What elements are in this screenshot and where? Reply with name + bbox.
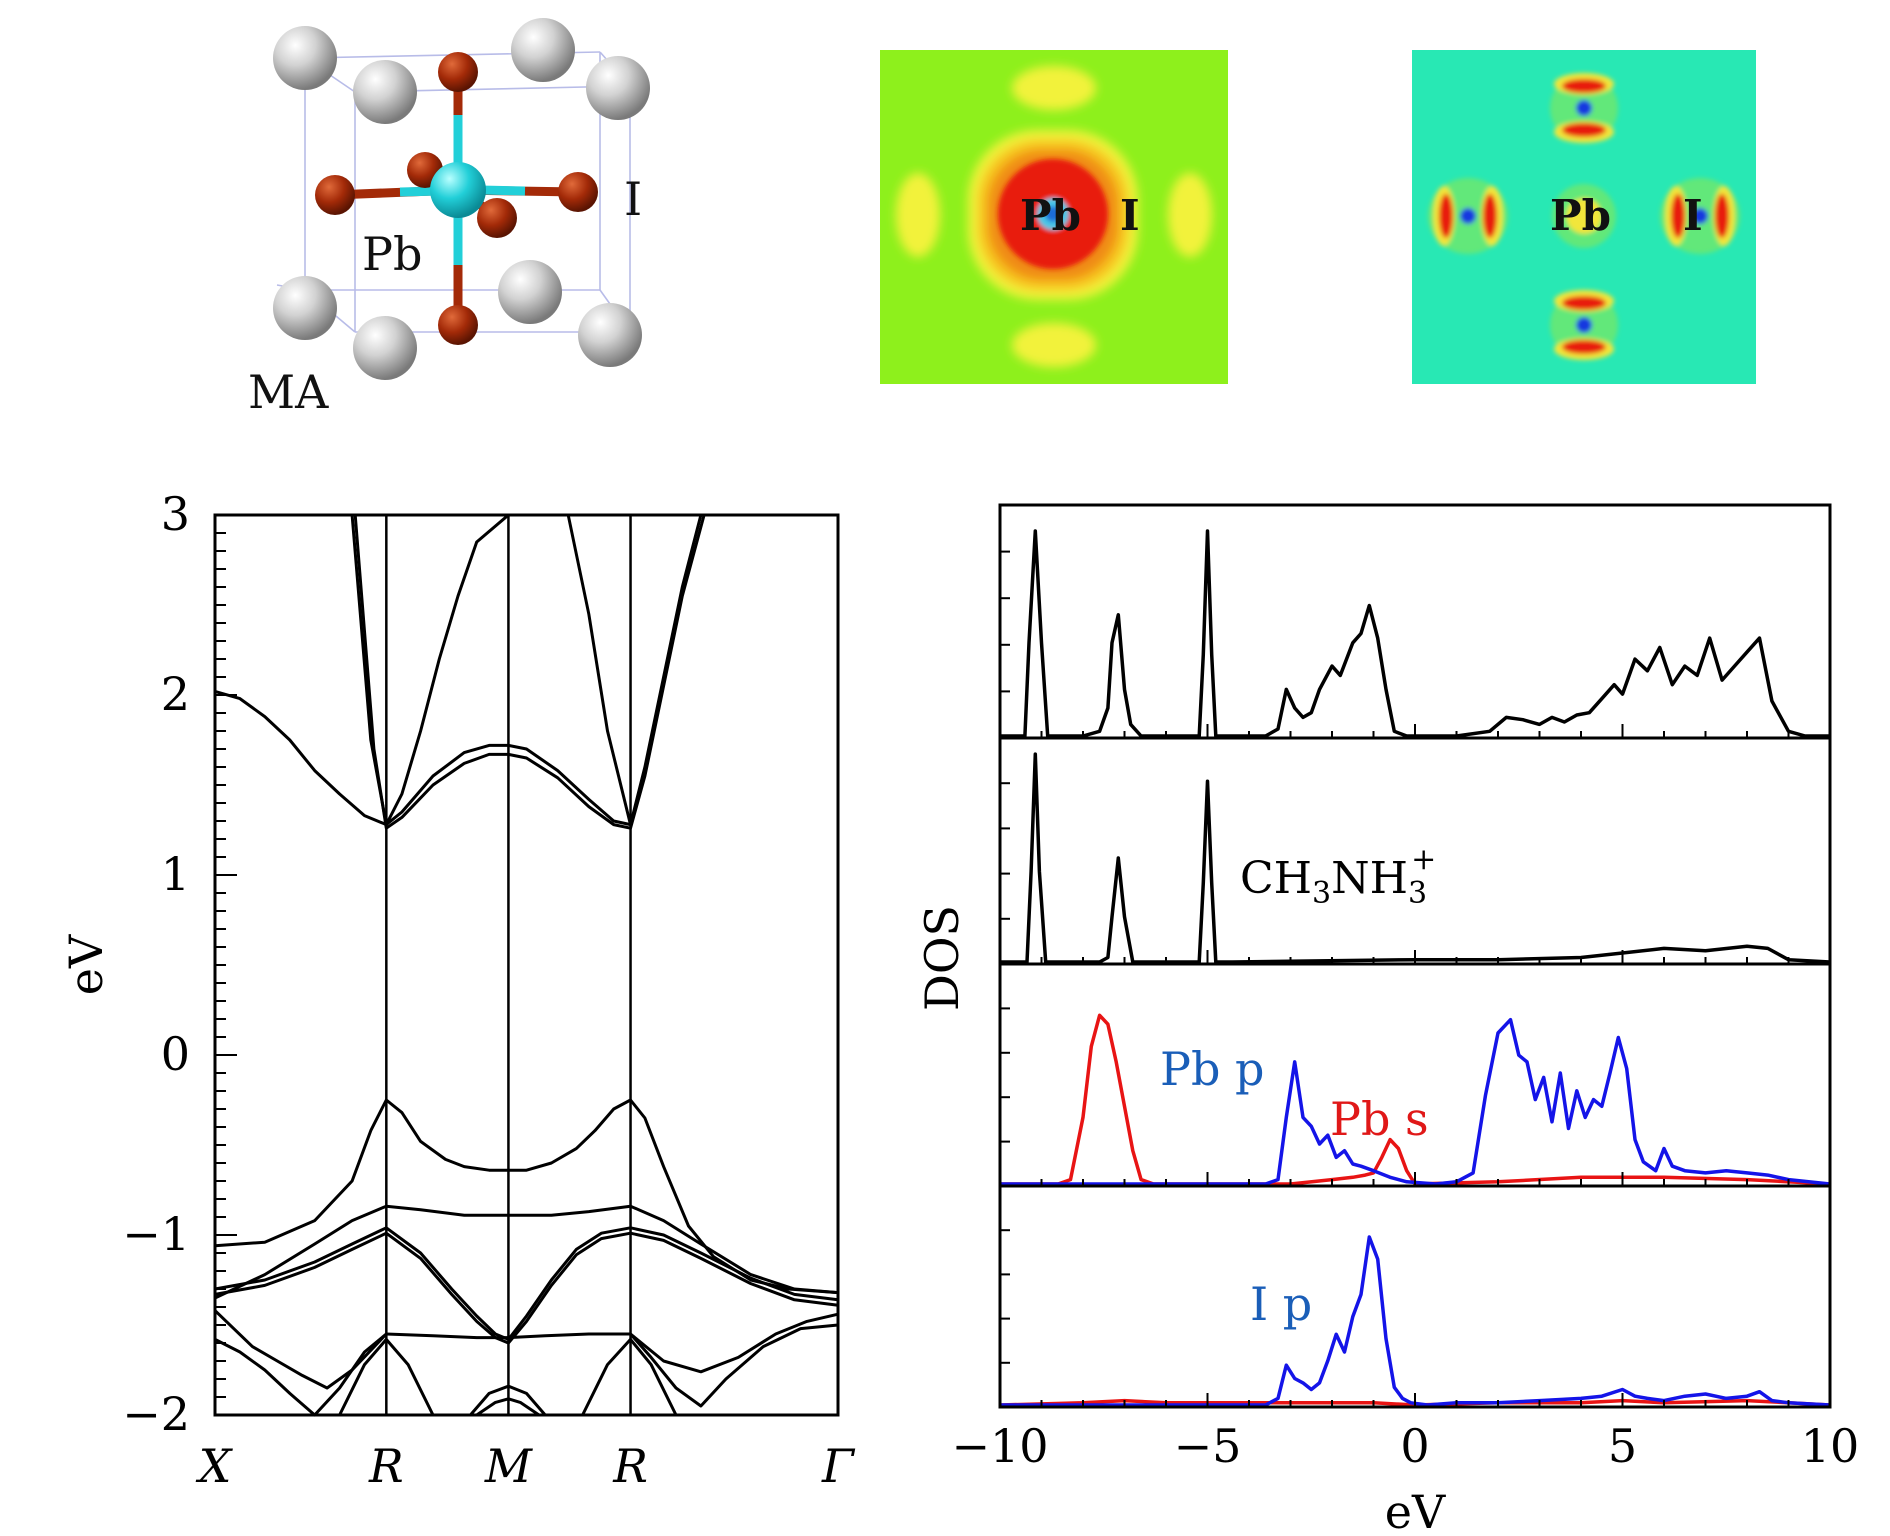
map2-bottom-atom <box>1550 290 1618 360</box>
pb-p-label: Pb p <box>1160 1042 1264 1096</box>
ma-sphere <box>273 276 337 340</box>
band-curve <box>350 514 703 827</box>
map2-i-label: I <box>1683 191 1703 240</box>
ma-sphere <box>273 26 337 90</box>
pb-label: Pb <box>362 227 422 281</box>
band-y-tick-label: −2 <box>122 1387 190 1441</box>
i-sphere <box>438 52 478 92</box>
k-point-label: X <box>196 1439 234 1493</box>
band-curve <box>214 689 387 826</box>
band-curve <box>629 1312 839 1374</box>
ma-cations <box>273 18 650 380</box>
ma-label: MA <box>248 365 329 419</box>
dos-x-tick-label: 0 <box>1400 1419 1429 1473</box>
ma-sphere <box>586 56 650 120</box>
dos-series-curve <box>1000 529 1830 738</box>
dos-x-tick-label: −5 <box>1174 1419 1242 1473</box>
dos-curves <box>999 529 1831 1407</box>
dos-y-axis-label: DOS <box>915 905 969 1011</box>
band-curve <box>353 514 706 830</box>
k-point-lines <box>385 515 632 1415</box>
band-curve <box>213 1309 388 1390</box>
band-curve <box>214 1098 839 1295</box>
band-y-tick-labels: −2 −1 0 1 2 3 <box>122 487 190 1441</box>
band-curve <box>214 1226 839 1341</box>
k-point-label: M <box>484 1439 534 1493</box>
i-label: I <box>624 172 642 226</box>
dos-series-curve <box>1000 752 1831 964</box>
band-y-tick-label: 0 <box>161 1027 190 1081</box>
band-frame <box>213 513 840 1417</box>
band-curve <box>629 1323 839 1408</box>
i-sphere <box>558 172 598 212</box>
pb-sphere <box>430 162 486 218</box>
ma-sphere <box>511 18 575 82</box>
pb-s-label: Pb s <box>1330 1092 1429 1146</box>
dos-x-tick-label: 10 <box>1801 1419 1860 1473</box>
ma-sphere <box>353 316 417 380</box>
dos-x-axis-label: eV <box>1385 1485 1446 1536</box>
dos-x-tick-labels: −10 −5 0 5 10 <box>951 1419 1859 1473</box>
map1-lobe-top <box>1012 66 1096 110</box>
band-curve <box>384 513 510 826</box>
i-p-label: I p <box>1250 1277 1312 1331</box>
k-point-label: R <box>612 1439 648 1493</box>
band-y-tick-label: −1 <box>122 1207 190 1261</box>
dos-series-curve <box>1000 1017 1831 1186</box>
dos-series-curve <box>1000 1235 1831 1407</box>
ma-sphere <box>578 303 642 367</box>
map1-center <box>1045 206 1061 222</box>
k-point-label: R <box>368 1439 404 1493</box>
dos-frame <box>998 503 1832 1409</box>
map2-top-atom <box>1550 73 1618 143</box>
i-sphere <box>477 198 517 238</box>
k-point-label: Γ <box>821 1439 856 1493</box>
band-y-tick-label: 1 <box>161 847 190 901</box>
band-y-ticks <box>215 514 237 1416</box>
ma-sphere <box>353 60 417 124</box>
map1-lobe-left <box>896 173 940 257</box>
ch3nh3-label: CH3NH3+ <box>1240 842 1436 911</box>
map1-lobe-bottom <box>1012 323 1096 367</box>
map1-i-label: I <box>1120 191 1140 240</box>
dos-x-tick-label: −10 <box>951 1419 1048 1473</box>
band-curve <box>214 1332 388 1417</box>
dos-plot: −10 −5 0 5 10 DOS eV CH3NH3+ Pb p Pb s I p <box>915 503 1859 1536</box>
band-curves <box>213 513 839 1417</box>
ma-sphere <box>498 260 562 324</box>
band-y-axis-label: eV <box>59 934 113 995</box>
charge-density-map-s: Pb I <box>880 50 1228 384</box>
charge-density-map-p: Pb I <box>1412 50 1756 384</box>
band-y-tick-label: 2 <box>161 667 190 721</box>
map2-right-atom <box>1660 178 1740 254</box>
map2-left-atom <box>1428 178 1508 254</box>
band-y-tick-label: 3 <box>161 487 190 541</box>
dos-x-tick-label: 5 <box>1608 1419 1637 1473</box>
map1-pb-label: Pb <box>1020 191 1081 240</box>
band-structure-plot: −2 −1 0 1 2 3 X R M R Γ eV <box>59 487 856 1493</box>
map2-pb-label: Pb <box>1550 191 1611 240</box>
crystal-structure: Pb I MA <box>248 18 650 419</box>
i-sphere <box>315 175 355 215</box>
map2-center-atom <box>1552 184 1616 248</box>
band-curve <box>214 1231 839 1345</box>
band-curve <box>566 514 632 825</box>
band-curve <box>214 1204 839 1300</box>
map1-lobe-right <box>1168 173 1212 257</box>
i-sphere <box>438 305 478 345</box>
